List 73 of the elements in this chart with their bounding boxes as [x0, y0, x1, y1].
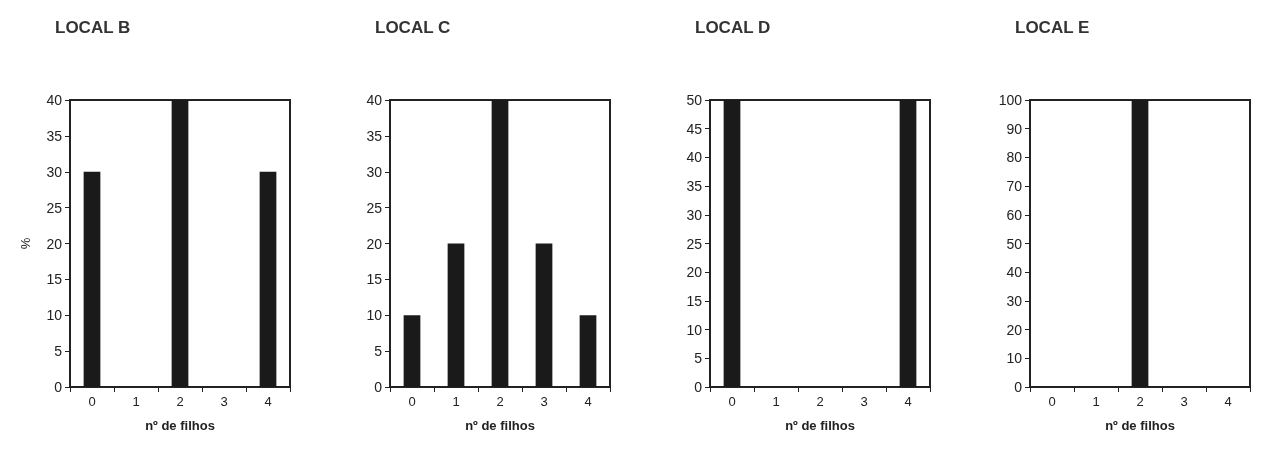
x-tick-label: 1: [1092, 394, 1100, 409]
y-tick-label: 100: [998, 92, 1023, 108]
y-tick-label: 40: [46, 92, 63, 108]
y-tick-label: 30: [46, 163, 63, 180]
bar: [403, 315, 421, 387]
y-tick-label: 25: [366, 199, 383, 216]
y-tick-label: 15: [366, 271, 383, 288]
x-tick-label: 2: [176, 394, 184, 409]
y-tick-label: 60: [1006, 206, 1023, 223]
y-tick-label: 30: [1006, 292, 1023, 309]
y-tick-label: 15: [686, 292, 703, 309]
x-tick-label: 1: [132, 394, 140, 409]
y-tick-label: 25: [686, 235, 703, 252]
y-tick-label: 40: [366, 92, 383, 108]
x-tick-label: 0: [1048, 394, 1056, 409]
y-tick-label: 35: [366, 127, 383, 144]
y-tick-label: 10: [46, 307, 63, 324]
x-tick-label: 4: [904, 394, 912, 409]
y-tick-label: 20: [1006, 321, 1023, 338]
y-tick-label: 45: [686, 120, 703, 137]
x-tick-label: 3: [1180, 394, 1188, 409]
x-tick-label: 3: [860, 394, 868, 409]
y-tick-label: 5: [54, 343, 63, 360]
x-tick-label: 4: [1224, 394, 1232, 409]
y-tick-label: 30: [686, 206, 703, 223]
x-tick-label: 3: [220, 394, 228, 409]
y-tick-label: 70: [1006, 178, 1023, 195]
y-tick-label: 0: [694, 379, 703, 395]
x-axis-title: nº de filhos: [145, 418, 215, 433]
y-tick-label: 40: [1006, 264, 1023, 281]
y-tick-label: 90: [1006, 120, 1023, 137]
chart-title: LOCAL B: [55, 18, 131, 37]
chart-title: LOCAL D: [695, 18, 771, 37]
x-axis-title: nº de filhos: [785, 418, 855, 433]
x-tick-label: 0: [728, 394, 736, 409]
y-tick-label: 35: [686, 178, 703, 195]
y-tick-label: 0: [54, 379, 63, 395]
x-tick-label: 0: [88, 394, 96, 409]
y-tick-label: 10: [686, 321, 703, 338]
x-tick-label: 1: [452, 394, 460, 409]
y-tick-label: 50: [686, 92, 703, 108]
y-tick-label: 25: [46, 199, 63, 216]
y-tick-label: 40: [686, 149, 703, 166]
y-tick-label: 20: [366, 235, 383, 252]
x-tick-label: 1: [772, 394, 780, 409]
x-tick-label: 2: [816, 394, 824, 409]
x-tick-label: 4: [584, 394, 592, 409]
x-tick-label: 0: [408, 394, 416, 409]
y-tick-label: 5: [694, 350, 703, 367]
y-tick-label: 35: [46, 127, 63, 144]
y-tick-label: 50: [1006, 235, 1023, 252]
x-axis-title: nº de filhos: [1105, 418, 1175, 433]
bar: [447, 243, 465, 387]
x-tick-label: 2: [496, 394, 504, 409]
y-tick-label: 80: [1006, 149, 1023, 166]
x-tick-label: 4: [264, 394, 272, 409]
x-axis-title: nº de filhos: [465, 418, 535, 433]
y-tick-label: 20: [686, 264, 703, 281]
y-tick-label: 10: [1006, 350, 1023, 367]
y-tick-label: 10: [366, 307, 383, 324]
y-tick-label: 0: [374, 379, 383, 395]
y-axis-title: %: [18, 237, 33, 250]
bar: [579, 315, 597, 387]
x-tick-label: 3: [540, 394, 548, 409]
chart-title: LOCAL C: [375, 18, 451, 37]
y-tick-label: 15: [46, 271, 63, 288]
chart-title: LOCAL E: [1015, 18, 1090, 37]
y-tick-label: 5: [374, 343, 383, 360]
y-tick-label: 20: [46, 235, 63, 252]
x-tick-label: 2: [1136, 394, 1144, 409]
bar: [535, 243, 553, 387]
y-tick-label: 30: [366, 163, 383, 180]
y-tick-label: 0: [1014, 379, 1023, 395]
